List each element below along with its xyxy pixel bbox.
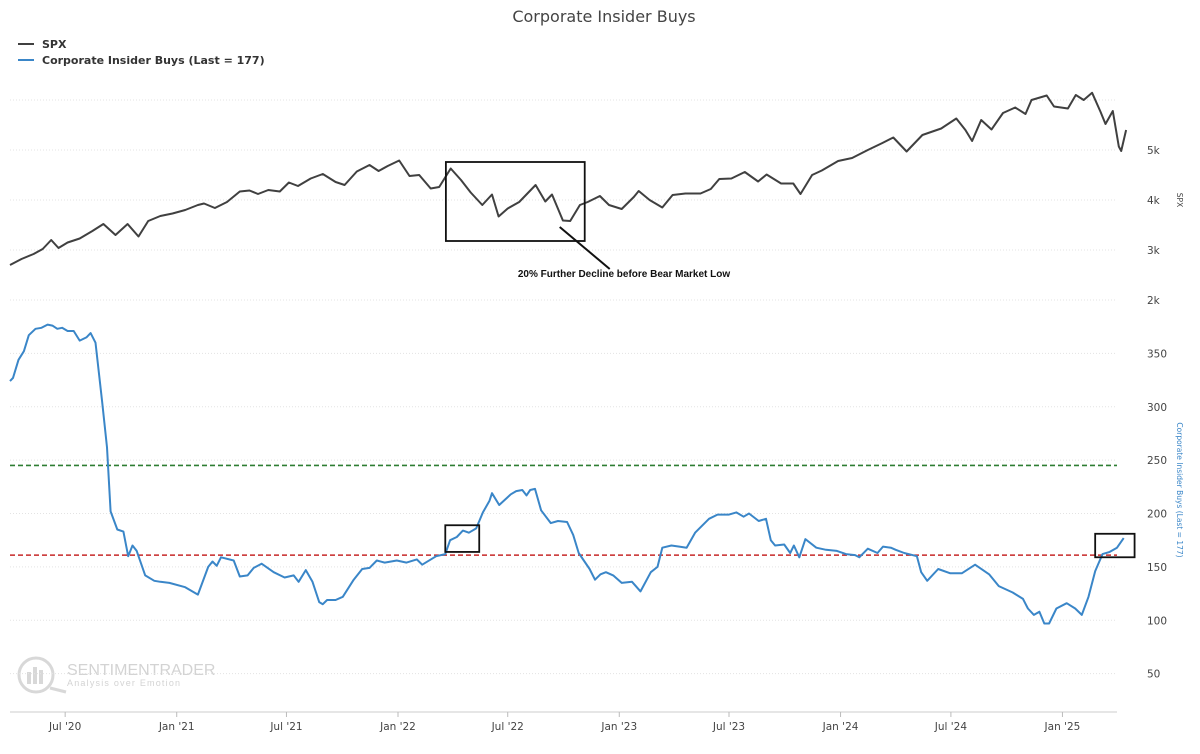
x-tick-label: Jul '23	[712, 721, 745, 733]
series-line-spx	[9, 91, 1128, 266]
annotation-text: 20% Further Decline before Bear Market L…	[518, 269, 731, 280]
y-tick-label: 50	[1147, 669, 1160, 681]
series-line-insider-buys	[9, 323, 1125, 625]
x-tick-label: Jan '21	[158, 721, 195, 733]
watermark-tagline: Analysis over Emotion	[67, 678, 181, 688]
highlight-box	[444, 524, 481, 553]
y-tick-label: 5k	[1147, 145, 1161, 157]
y-tick-label: 150	[1147, 562, 1167, 574]
x-tick-label: Jan '25	[1044, 721, 1081, 733]
y-tick-label: 4k	[1147, 195, 1161, 207]
highlight-box	[1094, 532, 1136, 559]
series-layer	[9, 91, 1128, 625]
axis-layer: 2k 3k 4k 5k SPX 50 100 150 200 250 300 350 Corporate…	[10, 145, 1184, 733]
watermark-logo-icon	[17, 656, 55, 694]
y-axis-title: SPX	[1175, 193, 1184, 207]
x-tick-label: Jul '21	[269, 721, 302, 733]
annotation-callout	[559, 226, 611, 270]
y-tick-label: 3k	[1147, 245, 1161, 257]
chart-title: Corporate Insider Buys	[512, 7, 695, 26]
x-tick-label: Jul '20	[48, 721, 81, 733]
x-tick-label: Jan '22	[379, 721, 416, 733]
y-tick-label: 250	[1147, 455, 1167, 467]
y-tick-label: 2k	[1147, 295, 1161, 307]
annotation-box	[444, 161, 586, 242]
x-tick-label: Jul '22	[491, 721, 524, 733]
y-tick-label: 200	[1147, 509, 1167, 521]
y-axis-title: Corporate Insider Buys (Last = 177)	[1175, 422, 1184, 557]
watermark-logo: SENTIMENTRADER Analysis over Emotion	[17, 656, 215, 694]
legend-label-insider-buys: Corporate Insider Buys (Last = 177)	[42, 54, 265, 67]
annotation-layer: 20% Further Decline before Bear Market L…	[444, 161, 1136, 559]
grid-layer	[10, 99, 1117, 675]
y-tick-label: 350	[1147, 348, 1167, 360]
legend-item-insider-buys[interactable]: Corporate Insider Buys (Last = 177)	[18, 54, 265, 67]
legend: SPX Corporate Insider Buys (Last = 177)	[18, 38, 265, 67]
y-tick-label: 300	[1147, 402, 1167, 414]
x-tick-label: Jul '24	[934, 721, 968, 733]
legend-label-spx: SPX	[42, 38, 67, 51]
reference-lines	[10, 464, 1117, 556]
legend-item-spx[interactable]: SPX	[18, 38, 67, 51]
x-tick-label: Jan '23	[600, 721, 637, 733]
y-tick-label: 100	[1147, 615, 1167, 627]
watermark-brand: SENTIMENTRADER	[67, 662, 215, 679]
x-tick-label: Jan '24	[822, 721, 859, 733]
